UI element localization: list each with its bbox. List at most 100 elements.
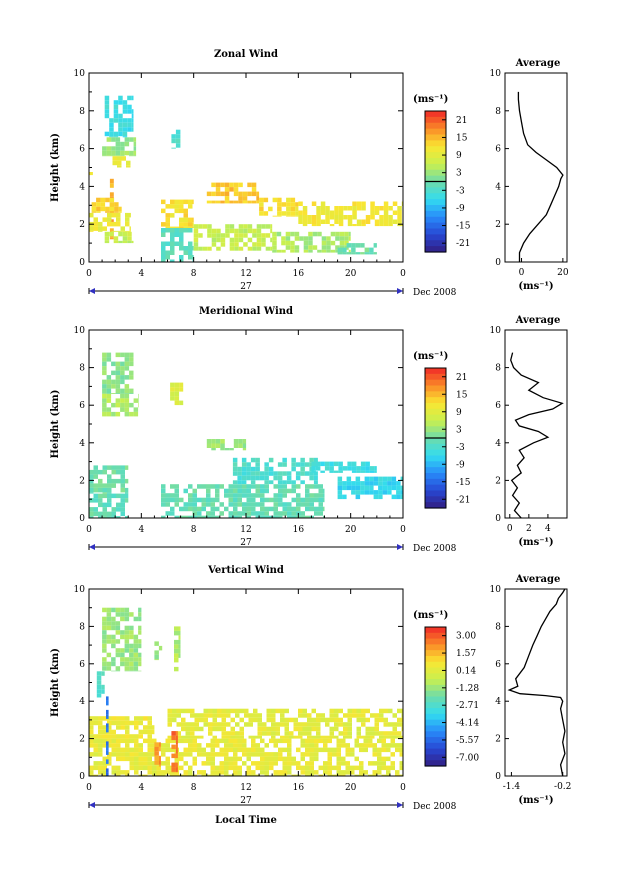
heatmap-region [174,626,181,672]
colorbar-segment [425,667,446,674]
y-tick-label: 4 [79,697,85,707]
profile-x-axis-label: (ms⁻¹) [518,795,553,806]
colorbar-segment [425,731,446,738]
colorbar-segment [425,684,446,692]
colorbar-tick-label: 1.57 [456,649,476,659]
colorbar-tick-label: -5.57 [456,736,479,746]
colorbar-segment [425,725,446,732]
colorbar-segment [425,644,446,651]
profile-y-tick-label: 0 [495,258,501,268]
profile-line [517,91,564,262]
colorbar-segment [425,473,446,480]
x-tick-label: 0 [86,525,92,535]
profile-x-axis-label: (ms⁻¹) [518,537,553,548]
colorbar-segment [425,461,446,468]
heatmap-region [170,382,184,406]
colorbar-tick-label: 3 [456,169,462,179]
colorbar-segment [425,246,446,253]
colorbar-segment [425,484,446,492]
profile-y-tick-label: 4 [495,439,501,449]
profile-frame [504,588,568,777]
colorbar-segment [425,478,446,486]
colorbar-segment [425,234,446,241]
x-tick-label: 4 [138,783,144,793]
heatmap-region [206,182,260,204]
x-tick-label: 16 [293,269,305,279]
colorbar-segment [425,199,446,206]
day-axis-arrow-right [397,802,403,808]
y-tick-label: 2 [79,476,85,486]
heatmap-region [96,671,105,698]
x-tick-label: 0 [86,269,92,279]
profile-x-tick-label: 20 [557,268,569,278]
colorbar-segment [425,216,446,224]
colorbar-segment [425,111,446,118]
heatmap-region [102,393,139,417]
day-axis-arrow-left [89,288,95,294]
x-tick-label: 20 [345,525,357,535]
colorbar-tick-label: -2.71 [456,701,479,711]
heatmap-region [89,738,403,776]
x-tick-label: 12 [240,783,251,793]
profile-x-tick-label: 2 [526,524,532,534]
heatmap-region [193,224,273,251]
colorbar-segment [425,455,446,462]
profile-title: Average [515,315,561,326]
profile-x-tick-label: 4 [545,524,551,534]
chart-title: Vertical Wind [207,565,284,576]
colorbar-tick-label: 3 [456,425,462,435]
colorbar-tick-label: 21 [456,373,467,383]
x-axis-label: Local Time [215,815,277,826]
heatmap-region [102,137,137,157]
heatmap-region [171,129,181,149]
colorbar-segment [425,163,446,171]
profile-y-tick-label: 6 [495,660,501,670]
month-label: Dec 2008 [413,288,457,298]
colorbar-segment [425,490,446,497]
profile-y-tick-label: 6 [495,145,501,155]
heatmap-region [161,199,194,228]
chart-title: Meridional Wind [199,306,293,317]
heatmap-region [89,716,155,739]
heatmap-region [102,607,142,672]
colorbar-segment [425,403,446,410]
heatmap-region [311,461,377,473]
colorbar-segment [425,760,446,767]
colorbar-tick-label: -9 [456,204,465,214]
colorbar-segment [425,690,446,698]
heatmap-region [337,476,403,500]
chart-title: Zonal Wind [214,49,278,60]
colorbar-tick-label: 9 [456,151,462,161]
x-tick-label: 4 [138,525,144,535]
colorbar-segment [425,673,446,680]
colorbar-segment [425,146,446,153]
y-tick-label: 0 [79,258,85,268]
colorbar-tick-label: -3 [456,443,465,453]
colorbar-segment [425,713,446,721]
heatmap-region [154,641,163,661]
colorbar-tick-label: 21 [456,116,467,126]
x-tick-label: 12 [240,269,251,279]
colorbar-segment [425,426,446,433]
colorbar-tick-label: -3 [456,186,465,196]
day-axis-arrow-left [89,544,95,550]
x-tick-label: 0 [400,783,406,793]
heatmap-region [298,201,403,227]
colorbar-segment [425,368,446,375]
heatmap-region [167,708,403,739]
y-tick-label: 8 [79,622,85,632]
x-tick-label: 16 [293,525,305,535]
y-tick-label: 6 [79,401,85,411]
profile-y-tick-label: 10 [490,585,502,595]
heatmap-region [102,352,134,394]
y-tick-label: 10 [74,326,86,336]
colorbar-tick-label: 0.14 [456,666,476,676]
profile-y-tick-label: 2 [495,735,501,745]
colorbar-segment [425,502,446,509]
colorbar-frame [424,626,447,767]
colorbar-segment [425,627,446,634]
colorbar-segment [425,140,446,147]
colorbar-segment [425,379,446,387]
heatmap-region [104,231,134,244]
